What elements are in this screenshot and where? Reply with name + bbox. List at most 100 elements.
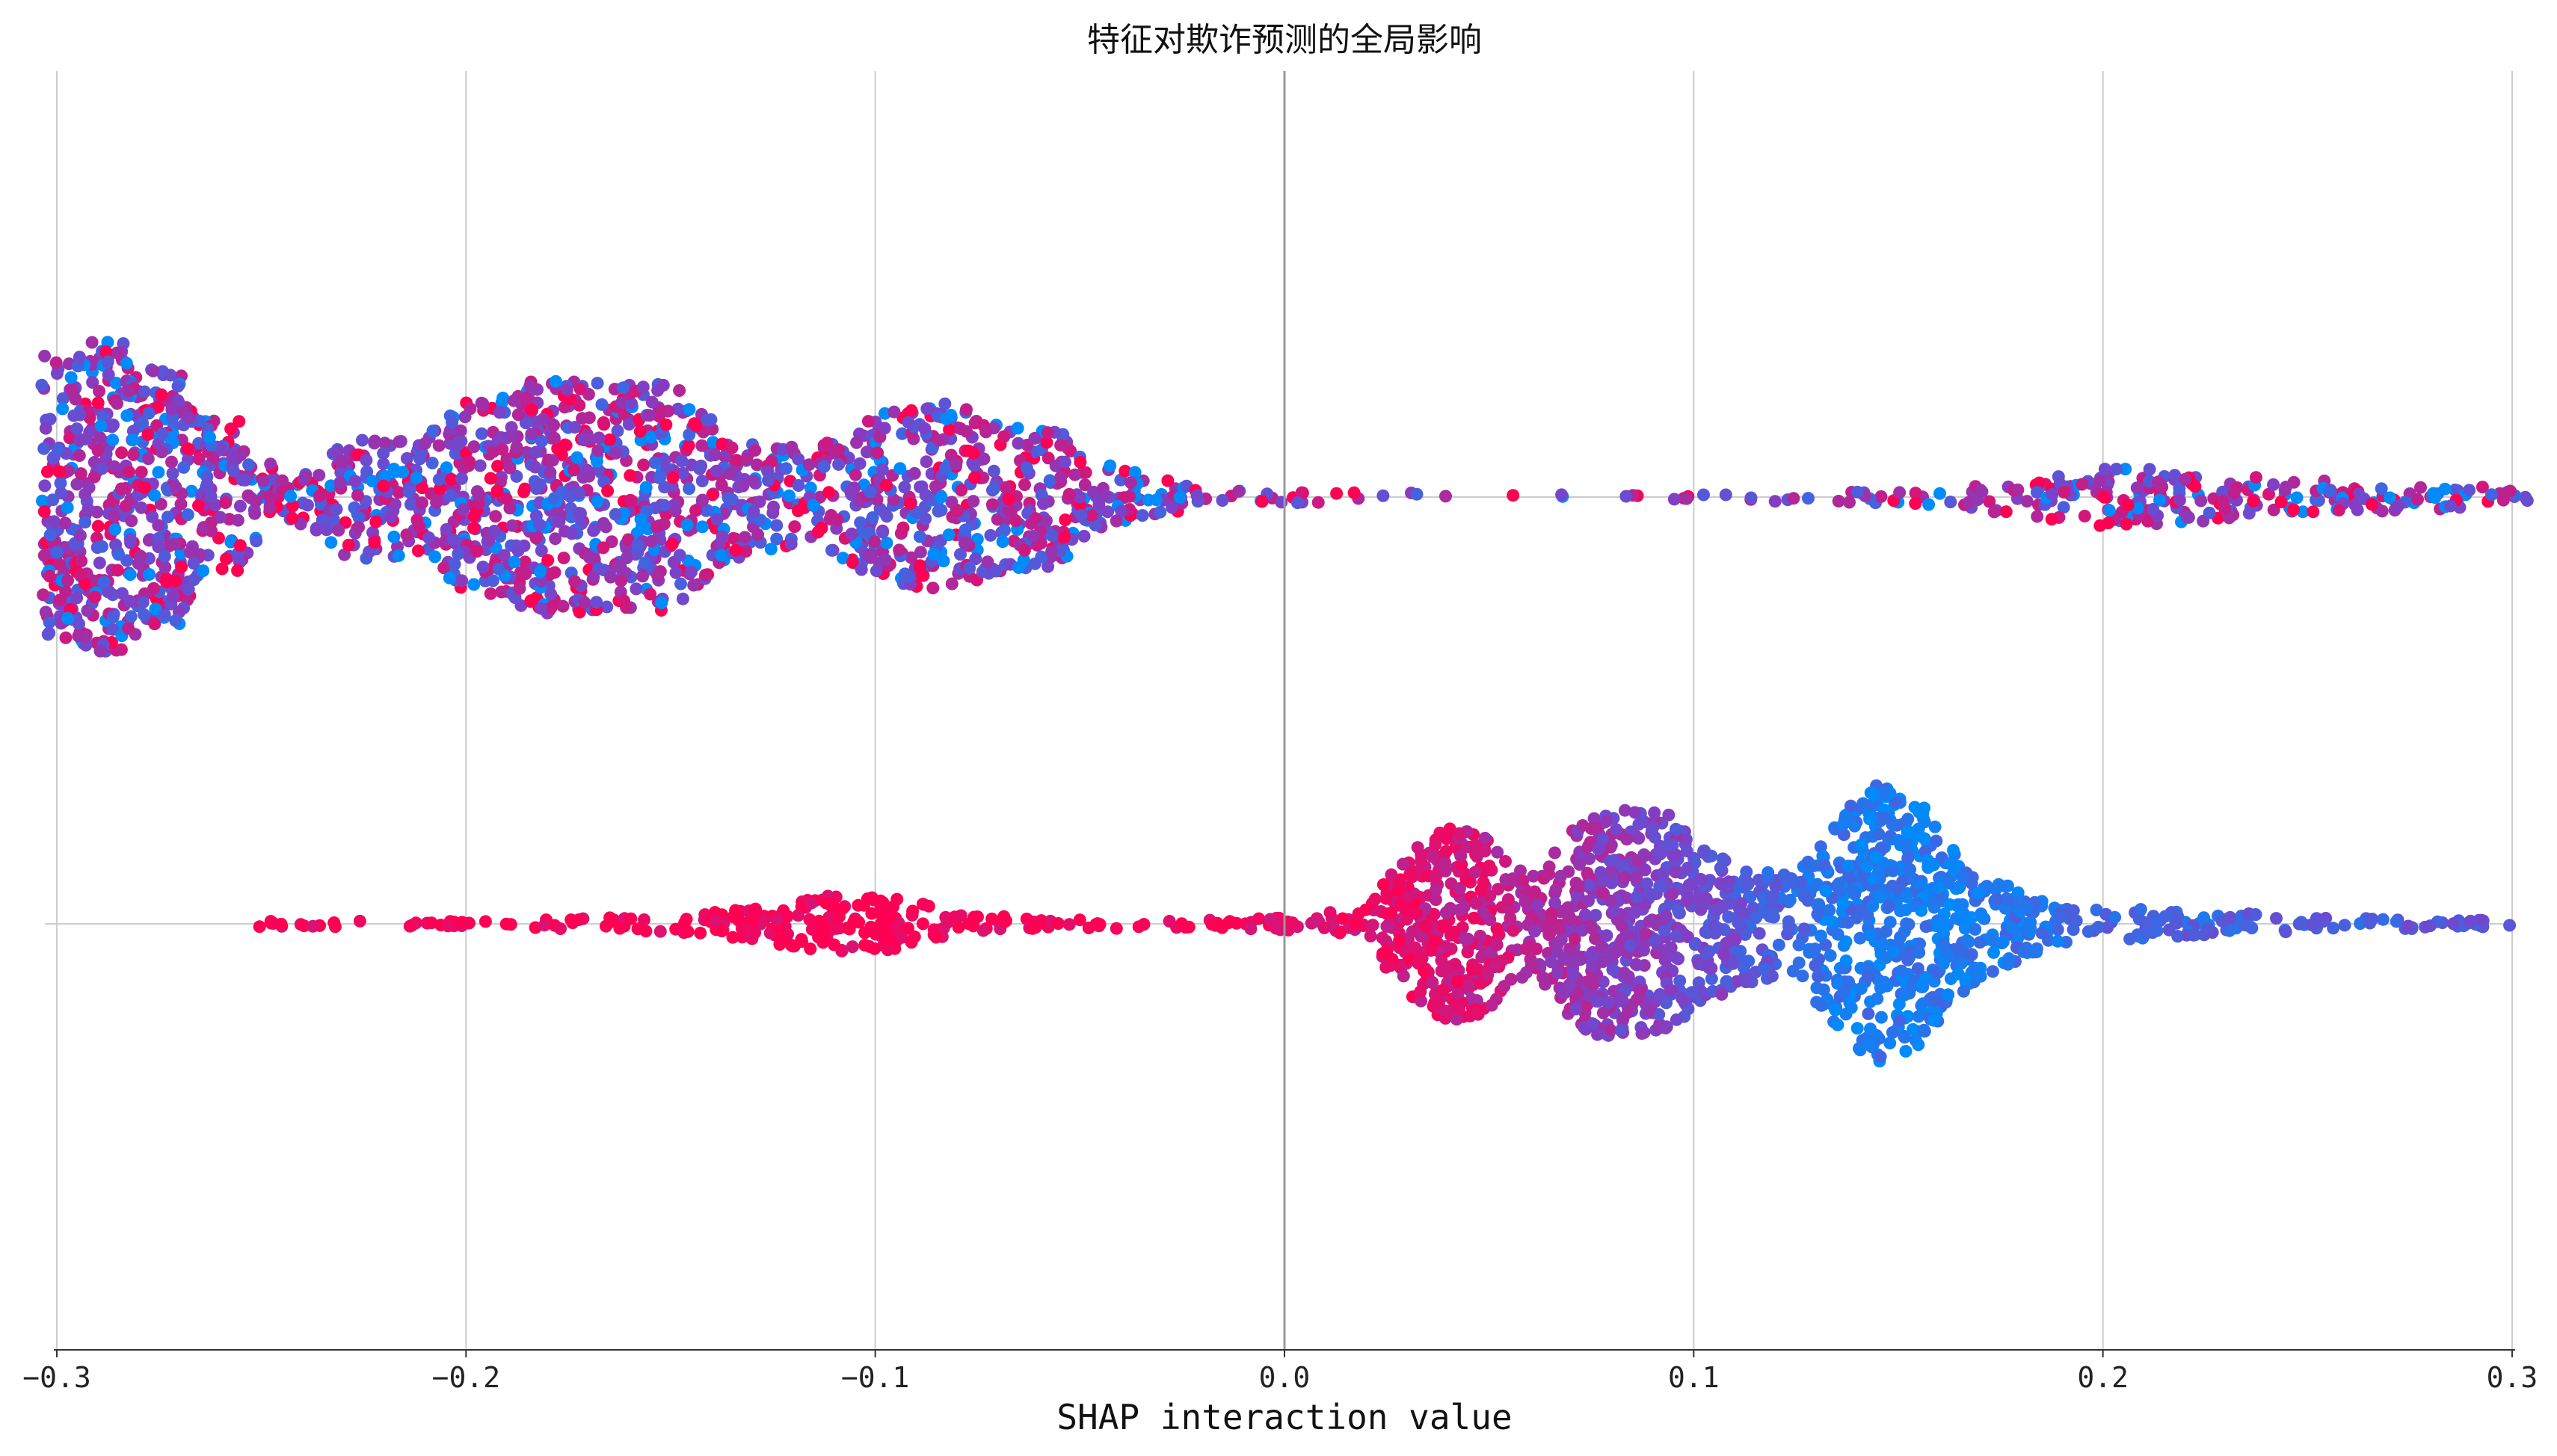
data-point bbox=[74, 467, 87, 481]
data-point bbox=[1359, 903, 1373, 916]
data-point bbox=[2428, 491, 2442, 505]
data-point bbox=[785, 440, 799, 454]
data-point bbox=[715, 549, 728, 562]
data-point bbox=[1855, 838, 1868, 851]
data-point bbox=[1658, 924, 1671, 937]
data-point bbox=[75, 555, 88, 568]
data-point bbox=[426, 425, 440, 437]
data-point bbox=[1347, 486, 1361, 499]
data-point bbox=[1769, 880, 1782, 893]
data-point bbox=[1638, 849, 1652, 863]
data-point bbox=[50, 367, 64, 380]
data-point bbox=[165, 403, 179, 416]
data-point bbox=[2134, 903, 2147, 916]
data-point bbox=[940, 413, 953, 425]
data-point bbox=[611, 425, 624, 437]
data-point bbox=[853, 457, 867, 470]
data-point bbox=[549, 374, 562, 388]
data-point bbox=[932, 505, 945, 518]
data-point bbox=[313, 490, 326, 502]
data-point bbox=[568, 575, 582, 588]
data-point bbox=[1481, 968, 1495, 981]
data-point bbox=[2348, 499, 2362, 512]
data-point bbox=[984, 528, 997, 542]
data-point bbox=[770, 913, 784, 926]
data-point bbox=[1740, 866, 1753, 878]
x-tick-label: 0.3 bbox=[2487, 1361, 2538, 1394]
data-point bbox=[2001, 893, 2014, 907]
data-point bbox=[2022, 925, 2036, 939]
data-point bbox=[529, 445, 543, 459]
data-point bbox=[896, 521, 910, 534]
data-point bbox=[543, 567, 556, 581]
data-point bbox=[1956, 871, 1969, 883]
data-point bbox=[1638, 898, 1652, 912]
data-point bbox=[241, 489, 255, 502]
data-point bbox=[141, 452, 155, 466]
data-point bbox=[402, 485, 416, 499]
data-point bbox=[1578, 908, 1592, 922]
data-point bbox=[204, 516, 218, 529]
data-point bbox=[69, 392, 82, 406]
data-point bbox=[1587, 978, 1600, 991]
data-point bbox=[91, 519, 105, 533]
data-point bbox=[1410, 487, 1424, 501]
data-point bbox=[1465, 993, 1478, 1006]
data-point bbox=[828, 938, 841, 951]
data-point bbox=[1409, 907, 1423, 921]
data-point bbox=[2194, 494, 2208, 508]
data-point bbox=[1498, 980, 1511, 993]
data-point bbox=[914, 546, 927, 559]
data-point bbox=[1582, 878, 1596, 892]
data-point bbox=[2153, 493, 2166, 507]
data-point bbox=[338, 548, 351, 561]
data-point bbox=[219, 496, 233, 509]
data-point bbox=[1767, 910, 1780, 924]
data-point bbox=[1900, 890, 1913, 904]
data-point bbox=[595, 398, 609, 411]
data-point bbox=[58, 516, 72, 530]
data-point bbox=[1418, 964, 1431, 978]
data-point bbox=[476, 561, 490, 574]
data-point bbox=[1729, 933, 1742, 946]
data-point bbox=[81, 502, 95, 516]
data-point bbox=[1333, 926, 1347, 940]
data-point bbox=[1059, 455, 1071, 469]
data-point bbox=[1453, 827, 1466, 840]
data-point bbox=[1753, 927, 1766, 940]
data-point bbox=[708, 914, 721, 928]
data-point bbox=[519, 567, 532, 581]
data-point bbox=[46, 493, 60, 507]
data-point bbox=[1722, 875, 1735, 889]
data-point bbox=[967, 446, 980, 460]
data-point bbox=[440, 461, 453, 475]
data-point bbox=[97, 576, 111, 589]
data-point bbox=[633, 425, 647, 438]
data-point bbox=[171, 380, 185, 393]
data-point bbox=[2216, 485, 2230, 499]
data-point bbox=[2171, 910, 2185, 923]
data-point bbox=[1685, 986, 1699, 999]
data-point bbox=[313, 469, 326, 482]
data-point bbox=[1604, 894, 1617, 907]
data-point bbox=[615, 574, 628, 587]
data-point bbox=[2384, 491, 2397, 505]
data-point bbox=[932, 434, 945, 447]
data-point bbox=[1190, 489, 1204, 502]
data-point bbox=[2045, 513, 2058, 526]
data-point bbox=[844, 486, 858, 499]
data-point bbox=[411, 544, 425, 558]
data-point bbox=[513, 582, 526, 595]
data-point bbox=[1909, 487, 1922, 500]
data-point bbox=[1990, 892, 2004, 906]
data-point bbox=[1850, 485, 1864, 499]
data-point bbox=[842, 922, 855, 935]
data-point bbox=[1951, 967, 1965, 981]
data-point bbox=[971, 910, 984, 924]
data-point bbox=[1376, 931, 1389, 945]
x-tick-label: 0.0 bbox=[1259, 1361, 1311, 1394]
data-point bbox=[1688, 938, 1702, 951]
data-point bbox=[1380, 920, 1394, 933]
data-point bbox=[1087, 485, 1100, 499]
data-point bbox=[1913, 946, 1926, 959]
